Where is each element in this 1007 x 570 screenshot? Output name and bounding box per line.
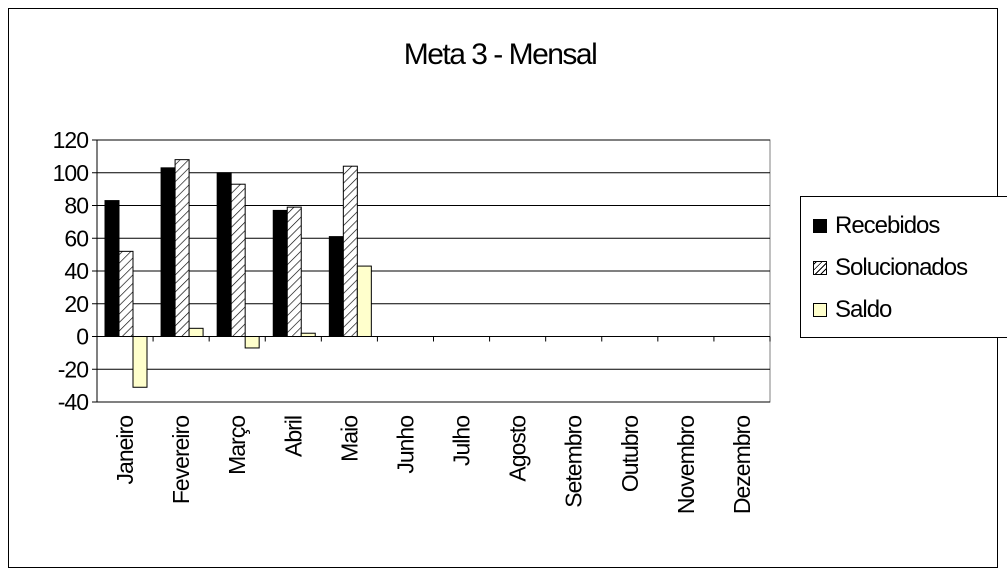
chart-title: Meta 3 - Mensal	[403, 38, 598, 71]
x-tick-label: Agosto	[505, 416, 531, 482]
bar-solucionados	[174, 159, 190, 337]
y-tick-label: 20	[64, 291, 88, 317]
x-tick-label: Abril	[280, 416, 306, 457]
bar-saldo	[188, 327, 204, 337]
y-tick-label: 80	[64, 193, 88, 219]
legend-item-solucionados: Solucionados	[813, 253, 968, 283]
x-tick-label: Setembro	[561, 416, 587, 508]
legend-item-saldo: Saldo	[813, 295, 892, 325]
legend-swatch-recebidos	[813, 219, 827, 233]
bar-solucionados	[286, 206, 302, 337]
x-tick-label: Junho	[392, 416, 418, 474]
bar-solucionados	[230, 183, 246, 337]
bar-solucionados	[118, 250, 134, 338]
x-tick-label: Dezembro	[729, 416, 755, 514]
bar-recebidos	[160, 167, 176, 337]
legend-item-recebidos: Recebidos	[813, 211, 940, 241]
y-tick-label: 40	[64, 258, 88, 284]
y-tick-label: 0	[76, 324, 88, 350]
bar-recebidos	[104, 200, 120, 337]
bar-recebidos	[216, 172, 232, 337]
bar-saldo	[244, 336, 260, 349]
x-tick-label: Fevereiro	[168, 416, 194, 504]
legend-label-saldo: Saldo	[835, 296, 892, 323]
bar-recebidos	[272, 209, 288, 338]
x-tick-label: Julho	[449, 416, 475, 466]
bar-saldo	[356, 265, 372, 337]
x-tick-label: Outubro	[617, 416, 643, 492]
y-tick-label: -20	[58, 356, 88, 382]
legend: Recebidos Solucionados Saldo	[800, 196, 1007, 338]
x-tick-label: Novembro	[673, 416, 699, 514]
legend-swatch-saldo	[813, 303, 827, 317]
x-tick-label: Janeiro	[112, 416, 138, 485]
bar-recebidos	[328, 236, 344, 337]
legend-swatch-solucionados	[813, 261, 827, 275]
y-tick-label: 60	[64, 225, 88, 251]
legend-label-solucionados: Solucionados	[835, 254, 968, 281]
bar-solucionados	[342, 165, 358, 337]
legend-label-recebidos: Recebidos	[835, 212, 940, 239]
x-tick-label: Março	[224, 416, 250, 475]
x-tick-label: Maio	[336, 416, 362, 462]
bar-saldo	[132, 336, 148, 388]
y-tick-label: 100	[53, 160, 89, 186]
y-tick-label: -40	[58, 389, 88, 415]
y-tick-label: 120	[53, 127, 89, 153]
